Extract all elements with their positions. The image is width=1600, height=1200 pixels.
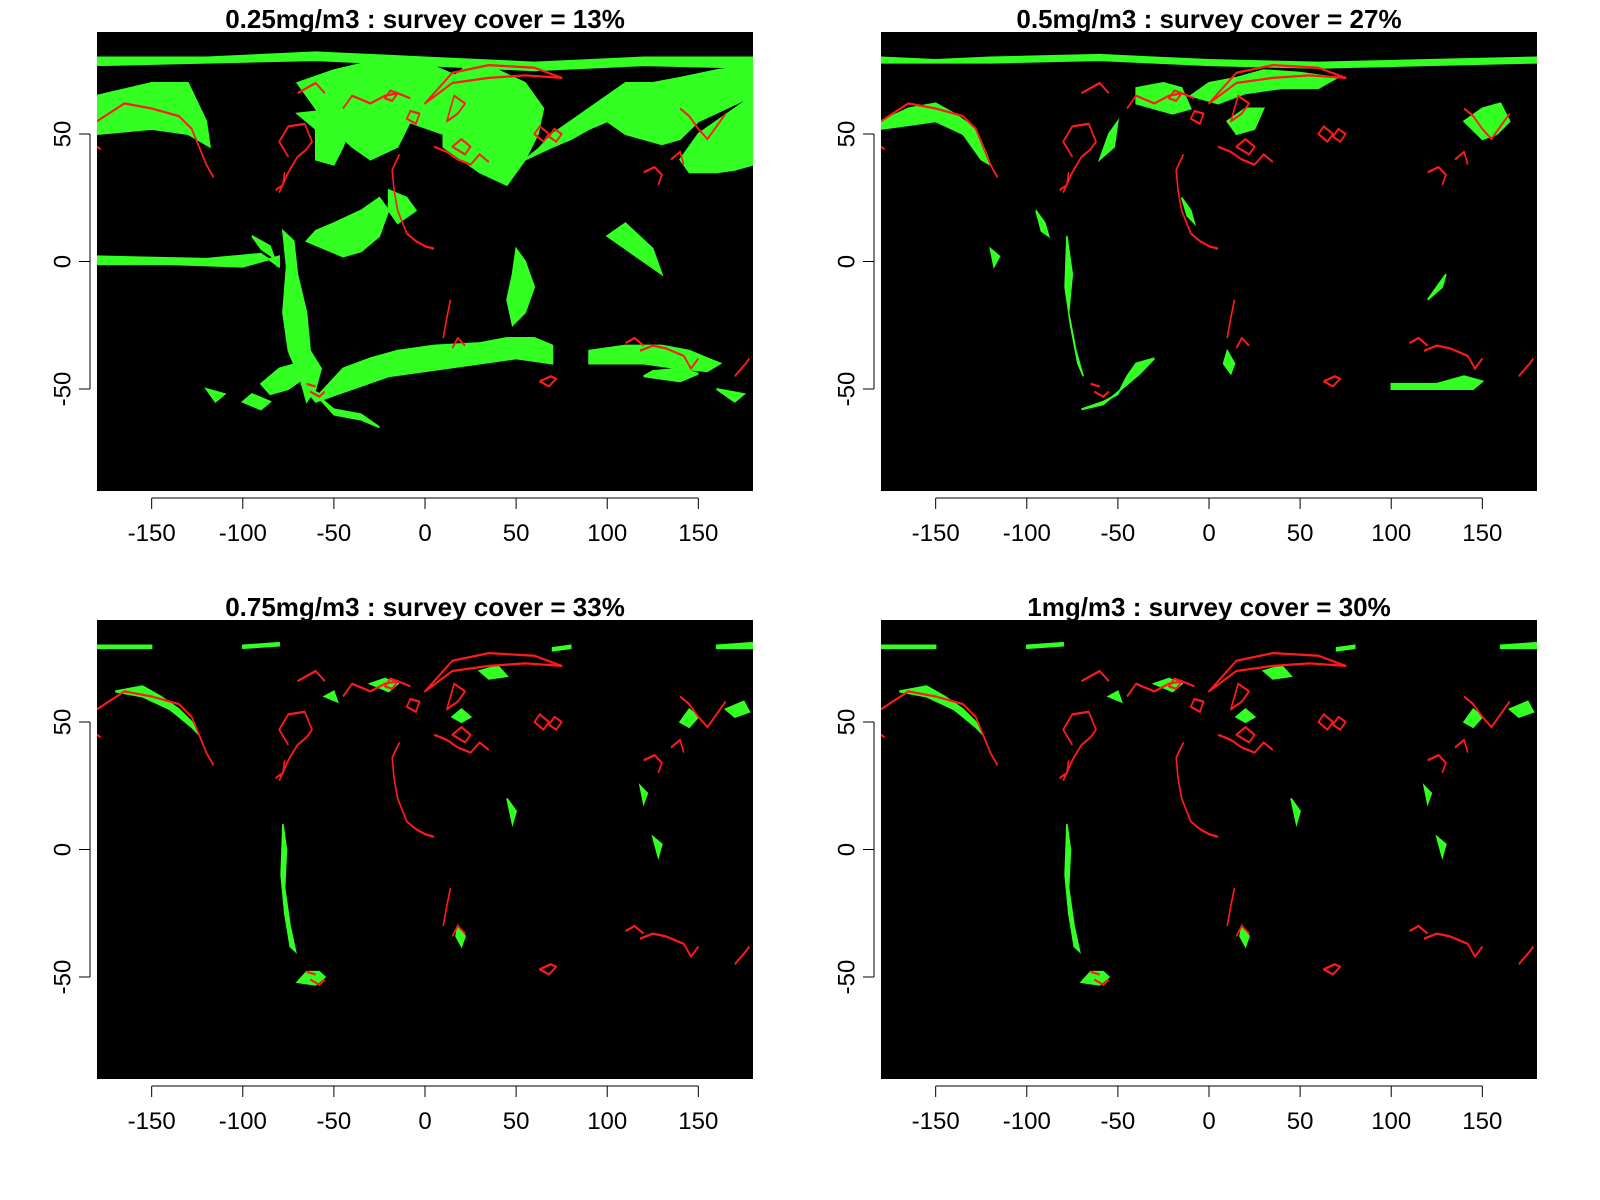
map-background (881, 620, 1537, 1079)
x-tick-label: -50 (1101, 1108, 1136, 1135)
y-tick-label: 50 (834, 121, 861, 148)
x-tick-label: -150 (912, 1108, 960, 1135)
x-tick-label: 100 (587, 520, 627, 547)
y-tick-label: 0 (50, 255, 77, 268)
x-tick-label: 50 (1287, 1108, 1314, 1135)
x-tick-label: 0 (1202, 520, 1215, 547)
x-tick-label: -100 (219, 520, 267, 547)
x-tick-label: 0 (418, 1108, 431, 1135)
y-tick-label: 50 (50, 709, 77, 736)
x-tick-label: 150 (678, 1108, 718, 1135)
panel-title: 0.5mg/m3 : survey cover = 27% (1016, 4, 1401, 34)
x-tick-label: 150 (1462, 520, 1502, 547)
y-tick-label: -50 (834, 372, 861, 407)
x-tick-label: -50 (317, 520, 352, 547)
y-tick-label: 0 (50, 843, 77, 856)
map-panel-2: 0.5mg/m3 : survey cover = 27% -150 -100 -50… (834, 4, 1537, 547)
x-tick-label: 0 (418, 520, 431, 547)
y-tick-label: 0 (834, 843, 861, 856)
y-tick-label: -50 (50, 372, 77, 407)
y-tick-label: 0 (834, 255, 861, 268)
x-tick-label: 150 (1462, 1108, 1502, 1135)
panel-title: 1mg/m3 : survey cover = 30% (1027, 592, 1390, 622)
x-tick-label: 100 (587, 1108, 627, 1135)
map-panel-3: 0.75mg/m3 : survey cover = 33% -150 -100 -5… (50, 592, 753, 1135)
map-panel-4: 1mg/m3 : survey cover = 30% -150 -100 -50 0 5… (834, 592, 1537, 1135)
panel-title: 0.25mg/m3 : survey cover = 13% (225, 4, 625, 34)
x-tick-label: 50 (503, 520, 530, 547)
x-tick-label: 100 (1371, 520, 1411, 547)
panel-title: 0.75mg/m3 : survey cover = 33% (225, 592, 625, 622)
x-tick-label: -100 (219, 1108, 267, 1135)
x-tick-label: 100 (1371, 1108, 1411, 1135)
y-tick-label: -50 (50, 960, 77, 995)
x-tick-label: -50 (317, 1108, 352, 1135)
map-background (97, 620, 753, 1079)
x-tick-label: 50 (503, 1108, 530, 1135)
y-tick-label: 50 (50, 121, 77, 148)
x-tick-label: -150 (128, 520, 176, 547)
y-tick-label: 50 (834, 709, 861, 736)
x-tick-label: -50 (1101, 520, 1136, 547)
x-tick-label: -100 (1003, 520, 1051, 547)
map-background (881, 32, 1537, 491)
x-tick-label: 0 (1202, 1108, 1215, 1135)
map-panel-1: 0.25mg/m3 : survey cover = 13% -150 -100 -5… (50, 4, 753, 547)
x-tick-label: -150 (128, 1108, 176, 1135)
x-tick-label: 150 (678, 520, 718, 547)
x-tick-label: 50 (1287, 520, 1314, 547)
x-tick-label: -150 (912, 520, 960, 547)
x-tick-label: -100 (1003, 1108, 1051, 1135)
y-tick-label: -50 (834, 960, 861, 995)
